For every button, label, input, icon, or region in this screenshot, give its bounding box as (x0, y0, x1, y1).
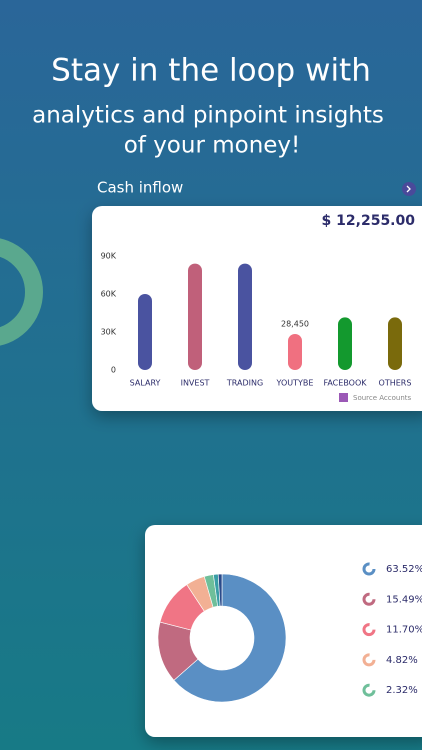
y-tick-label: 30K (101, 328, 117, 337)
bar (188, 263, 202, 370)
bar (238, 263, 252, 370)
legend-label: 63.52% (386, 564, 422, 575)
legend-swatch (339, 393, 348, 402)
x-tick-label: YOUTYBE (276, 379, 314, 388)
legend-label: 11.70% (386, 625, 422, 636)
y-tick-label: 90K (101, 252, 117, 261)
headline-subtitle: analytics and pinpoint insights (32, 103, 384, 129)
headline-subtitle: of your money! (124, 133, 301, 159)
card-title: Cash inflow (97, 179, 183, 197)
legend-icon (362, 623, 376, 637)
data-label: 28,450 (281, 319, 309, 328)
legend-label: 4.82% (386, 655, 418, 666)
y-tick-label: 60K (101, 290, 117, 299)
y-tick-label: 0 (111, 366, 116, 375)
legend-label: 15.49% (386, 594, 422, 605)
x-tick-label: TRADING (226, 379, 263, 388)
x-tick-label: SALARY (130, 379, 161, 388)
donut-slice (217, 573, 223, 607)
bar (338, 317, 352, 370)
legend-label: Source Accounts (353, 394, 412, 402)
x-tick-label: OTHERS (379, 379, 412, 388)
headline-title: Stay in the loop with (51, 53, 371, 89)
legend-icon (362, 653, 376, 667)
legend-icon (362, 683, 376, 697)
legend-icon (362, 592, 376, 606)
next-button[interactable] (402, 182, 416, 196)
decor-ring (0, 238, 43, 346)
total: $ 12,255.00 (322, 213, 416, 229)
x-tick-label: INVEST (181, 379, 210, 388)
legend-label: 2.32% (386, 685, 418, 696)
donut-slice (173, 573, 287, 703)
bar (388, 317, 402, 370)
x-tick-label: FACEBOOK (323, 379, 367, 388)
bar (288, 333, 302, 370)
bar (138, 294, 152, 370)
next-icon (406, 185, 411, 193)
legend-icon (362, 562, 376, 576)
